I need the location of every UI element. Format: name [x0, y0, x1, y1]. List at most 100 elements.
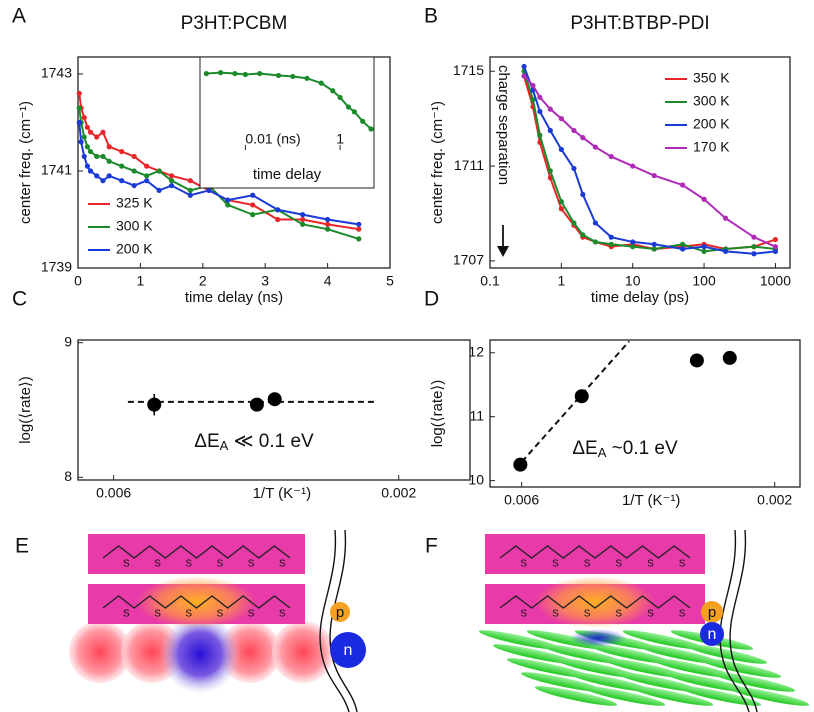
data-point [206, 187, 212, 193]
data-point [571, 127, 577, 134]
sulfur-label: S [154, 609, 161, 620]
data-point [337, 94, 343, 101]
data-point [275, 216, 281, 223]
sulfur-label: S [248, 609, 255, 620]
legend-label: 300 K [693, 93, 730, 109]
electron [700, 622, 724, 646]
data-point [300, 212, 306, 218]
data-point [608, 241, 614, 247]
y-tick-label: 12 [468, 343, 484, 359]
panel-label: F [425, 535, 438, 558]
data-point [76, 105, 82, 111]
x-axis-label: 1/T (K⁻¹) [622, 492, 680, 509]
data-point [330, 88, 336, 94]
y-tick-label: 1707 [453, 252, 484, 268]
data-point [131, 168, 137, 174]
energy-curve [729, 529, 758, 712]
data-point [630, 163, 636, 169]
acceptor-pcbm [272, 621, 334, 683]
sulfur-label: S [123, 609, 130, 620]
acceptor-pdi [602, 658, 686, 678]
data-point [751, 244, 757, 250]
data-point [225, 202, 231, 208]
data-point [345, 104, 352, 110]
molecule-backbone [102, 595, 291, 609]
y-tick-label: 1715 [453, 62, 484, 78]
data-point [537, 132, 543, 138]
data-point [547, 127, 553, 134]
data-point [679, 182, 686, 188]
energy-curve [319, 529, 350, 712]
data-point [558, 116, 564, 122]
data-point [580, 135, 586, 141]
legend-label: 170 K [693, 139, 730, 155]
data-point [592, 220, 599, 226]
data-point [81, 153, 87, 160]
data-point [156, 187, 162, 193]
sulfur-label: S [520, 609, 527, 620]
data-point [574, 389, 589, 404]
annotation: ΔEA ≪ 0.1 eV [194, 431, 314, 453]
y-tick-label: 1711 [454, 157, 484, 173]
legend-label: 200 K [693, 116, 730, 132]
electron [330, 632, 366, 668]
x-axis-label: time delay [253, 166, 322, 183]
data-point [94, 153, 100, 160]
data-point [144, 178, 150, 184]
inset-frame [199, 56, 375, 189]
data-point [558, 206, 564, 212]
data-point [106, 144, 112, 150]
legend-label: 325 K [116, 195, 153, 211]
data-point [169, 173, 175, 179]
plot-frame [489, 339, 801, 488]
y-axis-label: log(⟨rate⟩) [429, 380, 446, 448]
data-point [772, 236, 779, 243]
data-point [351, 109, 357, 115]
electron-label: n [344, 642, 353, 659]
chart-title: P3HT:BTBP-PDI [570, 13, 709, 34]
data-point [325, 226, 331, 232]
data-point [651, 172, 657, 179]
electron-cloud [160, 614, 240, 694]
acceptor-pdi [712, 672, 796, 692]
x-tick-label: 10 [625, 273, 641, 289]
data-point [521, 63, 527, 70]
sulfur-label: S [679, 609, 686, 620]
sulfur-label: S [217, 609, 224, 620]
data-point [169, 182, 175, 189]
x-tick-label: 1000 [760, 273, 791, 289]
plot-frame [77, 339, 471, 481]
panel-label: A [12, 5, 26, 28]
molecule-backbone [499, 545, 691, 559]
y-tick-label: 10 [468, 471, 484, 487]
data-point [131, 153, 137, 160]
data-point [275, 72, 282, 79]
data-point [651, 246, 657, 252]
data-point [530, 97, 536, 103]
series-line [523, 75, 776, 248]
x-axis-label: time delay (ns) [185, 289, 283, 306]
data-point [701, 248, 707, 255]
energy-curve [329, 529, 358, 712]
x-tick-label: 0.002 [757, 492, 792, 508]
annotation: charge separation [495, 65, 512, 185]
acceptor-pdi [506, 658, 590, 678]
data-point [722, 215, 729, 221]
annotation-part: ΔE [194, 431, 219, 452]
sulfur-label: S [615, 609, 622, 620]
data-point [225, 197, 231, 203]
data-point [580, 232, 586, 238]
energy-curve [719, 529, 750, 712]
data-point [87, 148, 94, 155]
data-point [218, 70, 224, 76]
data-point [187, 178, 193, 184]
sulfur-label: S [217, 559, 224, 570]
data-point [630, 239, 636, 245]
x-tick-label: 1 [336, 131, 344, 147]
acceptor-pdi [630, 686, 714, 706]
x-tick-label: 5 [386, 273, 394, 289]
acceptor-pdi [588, 644, 672, 664]
data-point [87, 168, 94, 174]
data-point [106, 173, 112, 179]
annotation-part: ~0.1 eV [606, 438, 678, 459]
